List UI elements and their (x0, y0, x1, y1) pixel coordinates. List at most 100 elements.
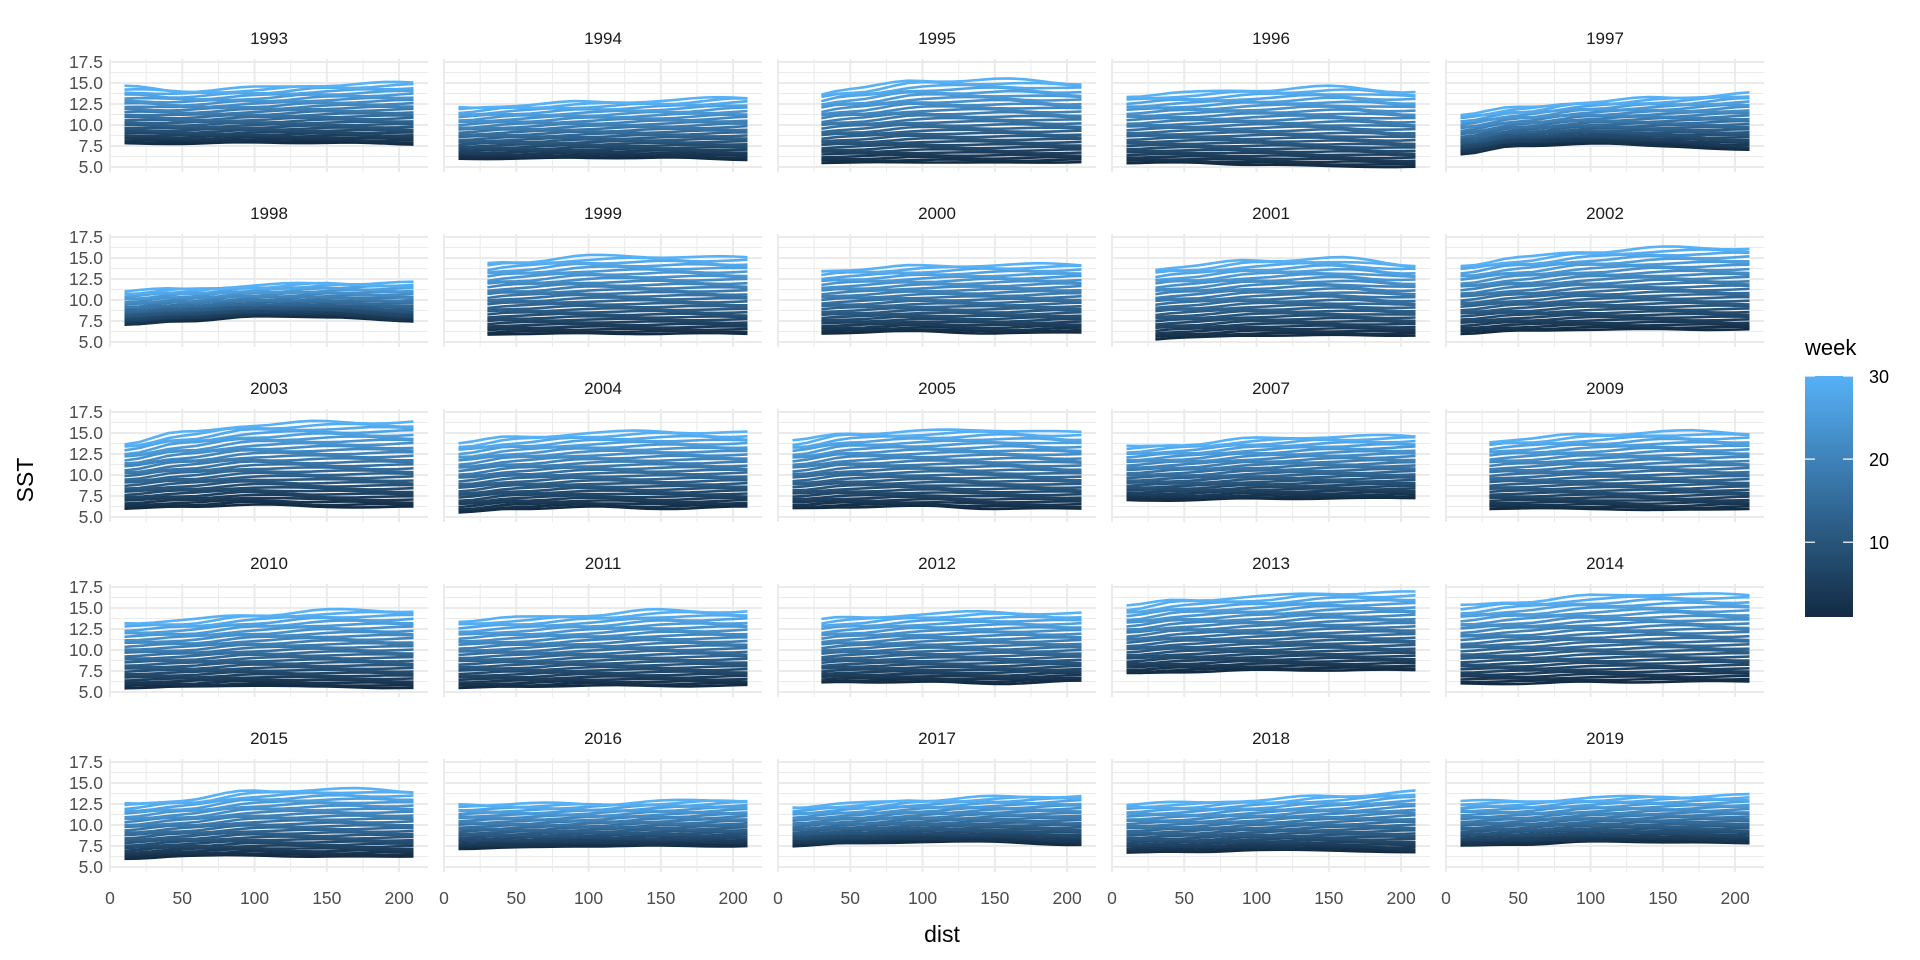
line-week-8 (1155, 316, 1416, 326)
line-week-7 (821, 145, 1082, 152)
line-week-30 (124, 280, 414, 293)
line-week-30 (1460, 91, 1750, 117)
line-week-5 (487, 322, 748, 328)
line-week-4 (458, 677, 748, 684)
line-week-29 (458, 431, 748, 449)
series-lines (1460, 245, 1750, 336)
line-week-18 (821, 113, 1082, 126)
series-lines (792, 428, 1082, 511)
y-tick-label: 7.5 (79, 486, 103, 506)
line-week-8 (124, 486, 414, 497)
x-tick-label: 100 (240, 888, 269, 908)
line-week-9 (458, 664, 748, 672)
x-tick-label: 0 (773, 888, 783, 908)
line-week-19 (124, 638, 414, 651)
line-week-30 (124, 80, 414, 94)
line-week-24 (1126, 447, 1416, 462)
line-week-12 (124, 474, 414, 488)
line-week-23 (124, 627, 414, 642)
line-week-15 (124, 649, 414, 660)
line-week-2 (1126, 494, 1416, 501)
line-week-8 (792, 488, 1082, 495)
x-tick-label: 200 (1386, 888, 1415, 908)
facet-title: 2009 (1586, 379, 1624, 398)
line-week-17 (1460, 633, 1750, 646)
line-week-20 (124, 450, 414, 468)
line-week-4 (487, 325, 748, 330)
y-tick-label: 12.5 (69, 269, 103, 289)
line-week-8 (1460, 660, 1750, 668)
line-week-23 (1460, 614, 1750, 627)
legend-title: week (1804, 335, 1857, 360)
facet-panel-2001: 2001 (1111, 204, 1430, 347)
line-week-2 (1126, 666, 1416, 674)
line-week-9 (1126, 648, 1416, 658)
line-week-6 (1126, 656, 1416, 666)
facet-panel-2009: 2009 (1445, 379, 1764, 522)
line-week-26 (1126, 96, 1416, 108)
line-week-9 (821, 662, 1082, 669)
line-week-22 (124, 444, 414, 465)
line-week-12 (821, 131, 1082, 141)
y-tick-label: 15.0 (69, 773, 103, 793)
line-week-12 (458, 478, 748, 489)
legend-tick-label: 30 (1869, 367, 1889, 387)
line-week-5 (792, 495, 1082, 502)
y-tick-label: 10.0 (69, 640, 103, 660)
line-week-9 (1460, 657, 1750, 667)
series-lines (124, 419, 414, 510)
line-week-3 (124, 498, 414, 507)
line-week-14 (821, 125, 1082, 135)
series-lines (458, 95, 748, 162)
y-tick-label: 7.5 (79, 836, 103, 856)
line-week-22 (821, 102, 1082, 116)
line-week-9 (487, 312, 748, 319)
line-week-6 (792, 493, 1082, 501)
line-week-6 (1460, 666, 1750, 674)
line-week-30 (458, 429, 748, 445)
x-tick-label: 50 (1175, 888, 1195, 908)
line-week-3 (458, 679, 748, 686)
line-week-14 (124, 469, 414, 483)
line-week-11 (458, 481, 748, 493)
y-tick-label: 10.0 (69, 465, 103, 485)
series-lines (458, 798, 748, 851)
line-week-4 (792, 497, 1082, 504)
series-lines (487, 253, 748, 336)
line-week-6 (1126, 150, 1416, 157)
x-tick-label: 0 (439, 888, 449, 908)
line-week-27 (1460, 254, 1750, 275)
x-tick-label: 200 (718, 888, 747, 908)
line-week-5 (1460, 318, 1750, 328)
x-tick-label: 0 (1107, 888, 1117, 908)
legend-ticks: 10 20 30 (1805, 367, 1889, 553)
line-week-10 (458, 484, 748, 495)
y-tick-label: 17.5 (69, 52, 103, 72)
line-week-20 (458, 119, 748, 129)
y-tick-label: 5.0 (79, 157, 104, 177)
y-tick-label: 5.0 (79, 507, 104, 527)
series-lines (792, 794, 1082, 848)
line-week-30 (792, 794, 1082, 810)
y-tick-label: 17.5 (69, 752, 103, 772)
line-week-8 (821, 142, 1082, 150)
line-week-15 (1460, 639, 1750, 649)
facet-title: 2015 (250, 729, 288, 748)
line-week-16 (1460, 287, 1750, 302)
facet-panel-1997: 1997 (1445, 29, 1764, 172)
line-week-13 (821, 128, 1082, 137)
line-week-13 (1126, 133, 1416, 139)
x-tick-label: 200 (384, 888, 413, 908)
line-week-18 (487, 287, 748, 296)
line-week-13 (792, 475, 1082, 485)
facet-title: 2017 (918, 729, 956, 748)
line-week-3 (821, 676, 1082, 681)
color-legend: week 10 20 30 (1804, 335, 1889, 617)
facet-panel-2018: 2018 0 50 100 150 200 (1107, 729, 1430, 908)
line-week-30 (458, 798, 748, 807)
line-week-4 (124, 678, 414, 684)
line-week-19 (124, 453, 414, 472)
line-week-5 (124, 675, 414, 682)
